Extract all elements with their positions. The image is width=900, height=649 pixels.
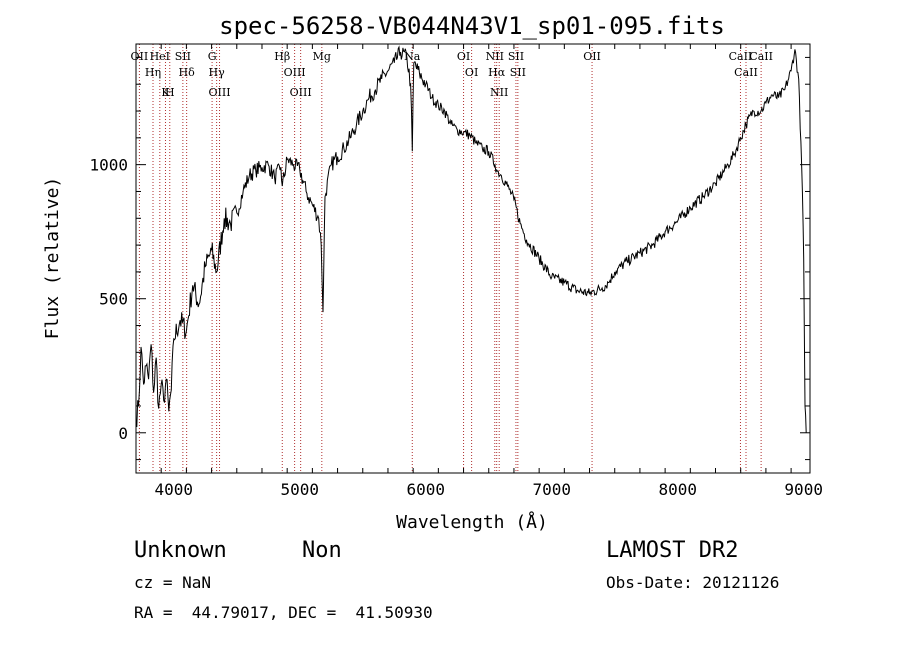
y-tick-label: 0 (118, 424, 128, 443)
line-label: Mg (313, 50, 331, 63)
line-label: OIII (208, 86, 230, 99)
line-label: OII (583, 50, 601, 63)
object-subclass: Non (302, 538, 342, 563)
chart-title: spec-56258-VB044N43V1_sp01-095.fits (219, 12, 725, 40)
y-axis-label: Flux (relative) (42, 177, 63, 340)
x-tick-label: 8000 (658, 480, 697, 499)
y-axis-ticks: 0 500 1000 (89, 56, 810, 461)
x-tick-label: 9000 (784, 480, 823, 499)
line-label: HeI (150, 50, 170, 63)
line-label: Hγ (209, 66, 226, 79)
emission-line-markers (138, 44, 762, 473)
line-label: CaII (734, 66, 758, 79)
redshift-text: cz = NaN (134, 573, 212, 592)
observation-date: Obs-Date: 20121126 (606, 573, 780, 592)
line-label: NII (486, 50, 504, 63)
object-class: Unknown (134, 538, 227, 563)
y-tick-label: 1000 (89, 156, 128, 175)
line-label: Hδ (179, 66, 196, 79)
line-label: CaII (749, 50, 773, 63)
line-label: OIII (290, 86, 312, 99)
line-label: SII (510, 66, 526, 79)
y-tick-label: 500 (99, 290, 128, 309)
x-tick-label: 5000 (281, 480, 320, 499)
line-label: Hα (488, 66, 506, 79)
line-label: CaII (729, 50, 753, 63)
survey-name: LAMOST DR2 (606, 538, 739, 563)
line-label: OII (131, 50, 149, 63)
x-axis-label: Wavelength (Å) (396, 511, 548, 533)
line-label: OI (465, 66, 478, 79)
line-label: H (165, 86, 175, 99)
line-label: OIII (284, 66, 306, 79)
line-label: NII (490, 86, 508, 99)
x-tick-label: 4000 (155, 480, 194, 499)
line-label: Na (404, 50, 421, 63)
flux-series-line (135, 45, 807, 433)
line-label: Hη (145, 66, 161, 79)
line-label: Hβ (274, 50, 290, 63)
line-label: SII (175, 50, 191, 63)
line-label: G (208, 50, 217, 63)
coordinates-text: RA = 44.79017, DEC = 41.50930 (134, 603, 433, 622)
x-axis-ticks: 4000 5000 6000 7000 8000 9000 (135, 44, 823, 499)
x-tick-label: 7000 (532, 480, 571, 499)
emission-line-labels: OII Hη HeI KH SII Hδ G Hγ OIII Hβ OIII OIII Mg Na OI OI… (131, 50, 773, 99)
line-label: SII (508, 50, 524, 63)
x-tick-label: 6000 (406, 480, 445, 499)
line-label: K (161, 86, 170, 99)
line-label: OI (457, 50, 470, 63)
plot-frame (135, 43, 811, 474)
